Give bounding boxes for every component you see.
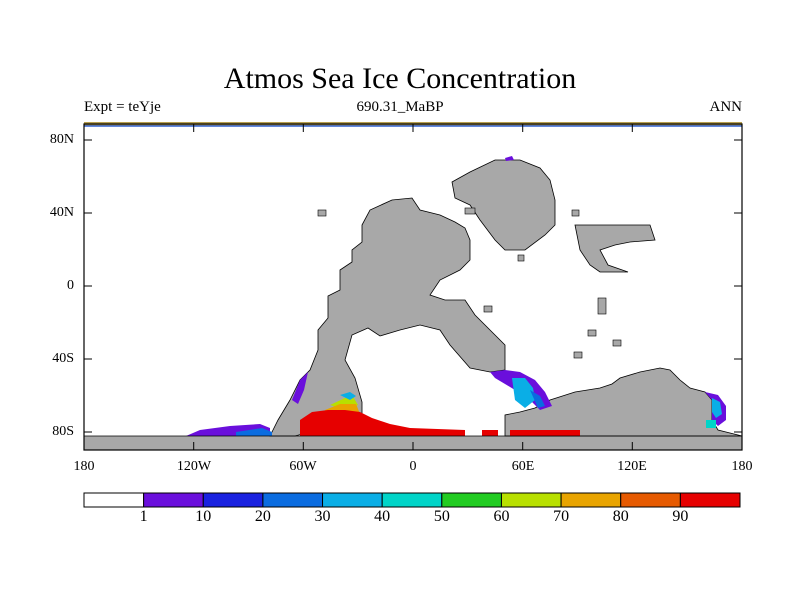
sea-ice-fringe [505, 156, 514, 161]
colorbar-swatch [620, 492, 681, 508]
colorbar-label: 50 [433, 508, 450, 525]
y-tick-label: 0 [67, 278, 74, 293]
season-label: ANN [709, 99, 743, 115]
island [597, 297, 607, 315]
x-tick-label: 180 [73, 459, 95, 474]
sea-ice-core [510, 430, 580, 436]
axis-ticks [84, 124, 742, 450]
y-tick-label: 40S [52, 351, 74, 366]
sea-ice-patch [706, 420, 716, 428]
y-tick-label: 40N [49, 205, 74, 220]
island [571, 209, 580, 217]
colorbar-label: 10 [195, 508, 212, 525]
figure-title: Atmos Sea Ice Concentration [223, 62, 577, 95]
time-label: 690.31_MaBP [356, 99, 444, 115]
sea-ice-patch [512, 378, 535, 408]
island [483, 305, 493, 313]
colorbar-label: 70 [553, 508, 570, 525]
colorbar-label: 1 [139, 508, 148, 525]
x-tick-label: 120E [617, 459, 647, 474]
x-tick-label: 60W [289, 459, 317, 474]
colorbar-label: 30 [314, 508, 331, 525]
colorbar-swatch [560, 492, 622, 508]
colorbar-label: 40 [374, 508, 391, 525]
colorbar-swatch [143, 492, 204, 508]
colorbar-label: 60 [493, 508, 510, 525]
island [587, 329, 597, 337]
island [464, 207, 476, 215]
x-tick-label: 60E [511, 459, 535, 474]
x-tick-label: 0 [409, 459, 417, 474]
sea-ice-fringe [292, 372, 308, 404]
x-tick-label: 120W [176, 459, 212, 474]
sea-ice-patch [530, 390, 545, 408]
sea-ice-core [482, 430, 498, 436]
y-tick-label: 80S [52, 424, 74, 439]
colorbar-label: 90 [672, 508, 689, 525]
colorbar-swatch [679, 492, 741, 508]
colorbar [83, 492, 741, 508]
colorbar-swatch [202, 492, 264, 508]
colorbar-swatch [441, 492, 502, 508]
island [317, 209, 327, 217]
sea-ice-patch [712, 398, 722, 418]
island [612, 339, 622, 347]
island [573, 351, 583, 359]
colorbar-label: 20 [254, 508, 271, 525]
colorbar-swatch [83, 492, 145, 508]
y-tick-label: 80N [49, 132, 74, 147]
colorbar-swatch [381, 492, 443, 508]
colorbar-swatch [322, 492, 383, 508]
colorbar-swatch [262, 492, 324, 508]
main-continent [269, 197, 506, 437]
sea-ice-patch [236, 428, 272, 436]
island [517, 254, 525, 262]
x-tick-label: 180 [731, 459, 753, 474]
colorbar-swatch [500, 492, 562, 508]
eastern-continent [574, 224, 656, 273]
colorbar-label: 80 [612, 508, 629, 525]
experiment-label: Expt = teYje [84, 99, 161, 115]
sea-ice-core [300, 410, 465, 436]
sea-ice-patch [340, 392, 356, 400]
